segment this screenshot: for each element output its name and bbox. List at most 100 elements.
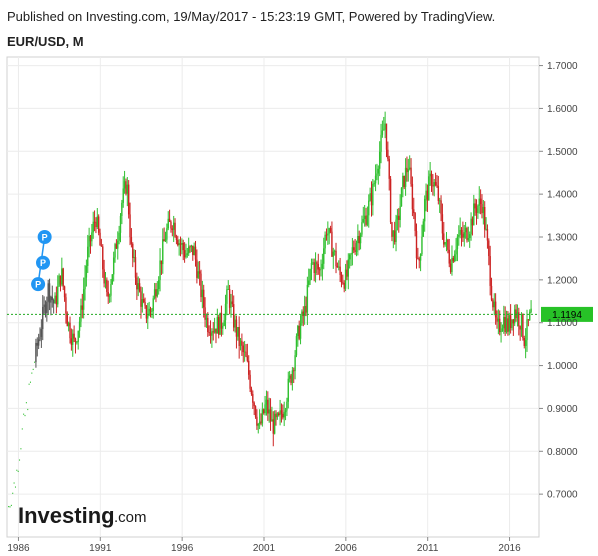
candle[interactable] — [332, 247, 334, 269]
candle[interactable] — [151, 307, 153, 318]
candle[interactable] — [324, 231, 326, 255]
candle[interactable] — [280, 403, 283, 423]
candle[interactable] — [233, 295, 235, 332]
candle[interactable] — [127, 180, 130, 219]
candle[interactable] — [58, 273, 60, 287]
candle[interactable] — [486, 224, 489, 249]
candle[interactable] — [473, 194, 475, 226]
candle[interactable] — [162, 228, 164, 274]
candle[interactable] — [504, 306, 506, 336]
candle[interactable] — [297, 324, 299, 347]
candle[interactable] — [418, 256, 420, 269]
candle[interactable] — [44, 300, 47, 318]
candle[interactable] — [238, 316, 240, 359]
candle[interactable] — [293, 367, 295, 384]
candle[interactable] — [421, 224, 423, 256]
candle[interactable] — [115, 239, 118, 250]
candle[interactable] — [108, 293, 111, 303]
candle[interactable] — [470, 212, 472, 241]
candles[interactable] — [8, 111, 532, 508]
candle[interactable] — [156, 281, 159, 298]
candle[interactable] — [110, 278, 112, 303]
candle[interactable] — [496, 310, 498, 329]
candle[interactable] — [451, 245, 453, 276]
candle[interactable] — [227, 280, 229, 290]
candle[interactable] — [366, 206, 369, 227]
candle[interactable] — [63, 285, 66, 302]
candle[interactable] — [20, 448, 22, 450]
candle[interactable] — [492, 298, 494, 311]
candle[interactable] — [32, 368, 34, 371]
candle[interactable] — [111, 274, 114, 285]
candle[interactable] — [396, 208, 399, 231]
candle[interactable] — [118, 225, 120, 245]
candle[interactable] — [14, 486, 16, 488]
candle[interactable] — [209, 320, 212, 344]
candle[interactable] — [333, 249, 336, 256]
candle[interactable] — [87, 234, 89, 273]
candle[interactable] — [455, 238, 457, 262]
candle[interactable] — [187, 237, 190, 256]
candle[interactable] — [117, 231, 119, 260]
candle[interactable] — [78, 316, 81, 338]
candle[interactable] — [81, 293, 83, 319]
candle[interactable] — [488, 238, 490, 266]
candle[interactable] — [351, 237, 354, 266]
candle[interactable] — [183, 242, 186, 263]
markers[interactable]: P P P — [31, 230, 52, 292]
candle[interactable] — [308, 268, 310, 288]
candle[interactable] — [226, 285, 228, 316]
candle[interactable] — [174, 218, 176, 238]
candle[interactable] — [508, 312, 510, 336]
candle[interactable] — [89, 234, 92, 254]
candle[interactable] — [130, 228, 133, 248]
candle[interactable] — [417, 247, 419, 260]
candle[interactable] — [458, 225, 460, 246]
candle[interactable] — [459, 217, 461, 239]
candle[interactable] — [100, 238, 103, 247]
candle[interactable] — [19, 459, 21, 461]
candle[interactable] — [246, 343, 249, 363]
candle[interactable] — [157, 276, 160, 295]
candle[interactable] — [526, 309, 528, 352]
candle[interactable] — [519, 325, 521, 341]
candle[interactable] — [489, 245, 491, 296]
candle[interactable] — [433, 179, 435, 197]
candle[interactable] — [160, 260, 163, 275]
candle[interactable] — [305, 296, 307, 317]
candle[interactable] — [70, 328, 73, 351]
candle[interactable] — [339, 257, 341, 282]
candle[interactable] — [384, 111, 386, 139]
candle[interactable] — [142, 293, 145, 304]
candle[interactable] — [67, 321, 70, 332]
candle[interactable] — [462, 221, 464, 242]
candle[interactable] — [95, 217, 97, 234]
candle[interactable] — [286, 397, 288, 417]
candle[interactable] — [125, 178, 127, 196]
candle[interactable] — [181, 238, 183, 255]
candle[interactable] — [91, 224, 93, 247]
candle[interactable] — [436, 174, 438, 188]
candle[interactable] — [23, 413, 25, 415]
candle[interactable] — [449, 259, 452, 274]
candle[interactable] — [410, 158, 412, 187]
candle[interactable] — [234, 315, 236, 333]
candle[interactable] — [201, 280, 204, 309]
candle[interactable] — [474, 198, 476, 216]
candle[interactable] — [303, 295, 306, 325]
candle[interactable] — [298, 320, 300, 341]
candle[interactable] — [466, 226, 468, 243]
candle[interactable] — [279, 399, 281, 426]
candle[interactable] — [423, 195, 426, 232]
candle[interactable] — [512, 318, 515, 336]
candle[interactable] — [224, 294, 227, 330]
candle[interactable] — [282, 404, 284, 420]
candle[interactable] — [216, 308, 219, 334]
candle[interactable] — [106, 277, 108, 297]
candle[interactable] — [529, 309, 531, 322]
candle[interactable] — [103, 259, 105, 288]
candle[interactable] — [112, 251, 115, 282]
pivot-marker[interactable]: P — [31, 277, 46, 292]
candle[interactable] — [329, 225, 332, 234]
candle[interactable] — [145, 304, 148, 324]
